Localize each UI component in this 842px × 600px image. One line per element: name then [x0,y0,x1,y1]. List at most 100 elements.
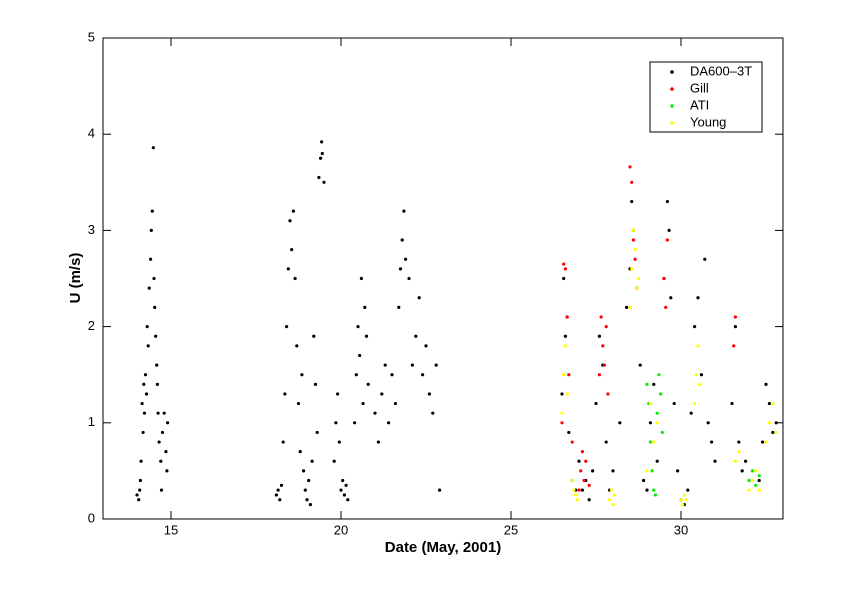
point [302,469,306,473]
point [319,156,323,160]
point [750,478,755,483]
point [373,411,377,415]
point [393,401,397,406]
point [563,267,568,271]
point [662,276,666,281]
point [774,430,778,435]
point [757,478,761,483]
point [562,276,566,281]
point [599,315,603,319]
point [364,334,369,338]
point [653,493,658,497]
point [156,411,160,415]
point [669,296,673,300]
x-tick-label: 25 [504,522,518,537]
point [686,488,690,492]
point [560,392,564,396]
point [159,488,164,492]
point [562,262,566,266]
point [276,488,280,492]
point [710,440,714,444]
point [291,209,295,213]
point [387,421,391,425]
point [681,502,685,507]
point [313,382,318,386]
point [310,459,314,463]
point [380,392,384,396]
point [699,373,704,377]
point [665,199,670,204]
y-tick-label: 1 [88,414,95,429]
point [438,488,442,492]
point [757,474,761,478]
point [645,488,649,492]
point [631,238,636,242]
point [159,459,163,463]
point [154,334,158,338]
point [611,469,615,473]
legend-label: ATI [690,97,709,112]
point [562,373,566,377]
point [652,488,656,492]
point [149,257,153,261]
point [307,478,311,483]
point [577,488,581,492]
point [580,488,585,492]
point [747,488,751,492]
point [645,382,649,386]
point [706,421,710,425]
point [609,488,613,492]
point [635,286,639,290]
point [358,353,362,358]
point [434,363,438,367]
point [754,469,758,473]
point [740,469,744,473]
point [359,276,363,281]
point [155,382,159,386]
point [587,498,591,502]
point [655,459,659,463]
point [376,440,380,444]
point [761,440,765,444]
point [648,421,653,425]
point [657,373,661,377]
y-tick-label: 0 [88,510,95,525]
point [613,493,617,497]
point [567,430,571,435]
point [315,430,319,435]
point [563,334,568,338]
point [771,430,775,435]
point [747,478,751,483]
point [587,483,591,487]
point [601,344,605,348]
point [166,421,170,425]
legend-label: Gill [690,80,709,95]
point [147,286,151,290]
point [320,140,324,144]
point [733,459,738,463]
point [628,165,632,169]
point [140,401,144,406]
point [696,296,700,300]
point [164,450,168,454]
point [417,296,421,300]
point [696,344,700,348]
point [584,459,588,463]
point [750,469,755,473]
point [659,392,663,396]
point [604,440,608,444]
point [155,363,159,367]
point [400,238,404,242]
point [366,382,370,386]
point [162,411,166,415]
point [693,325,697,329]
point [157,440,161,444]
point [337,440,341,444]
point [414,334,418,338]
point [732,344,736,348]
legend-label: Young [690,114,726,129]
point [672,401,676,406]
point [407,276,411,281]
point [630,199,634,204]
